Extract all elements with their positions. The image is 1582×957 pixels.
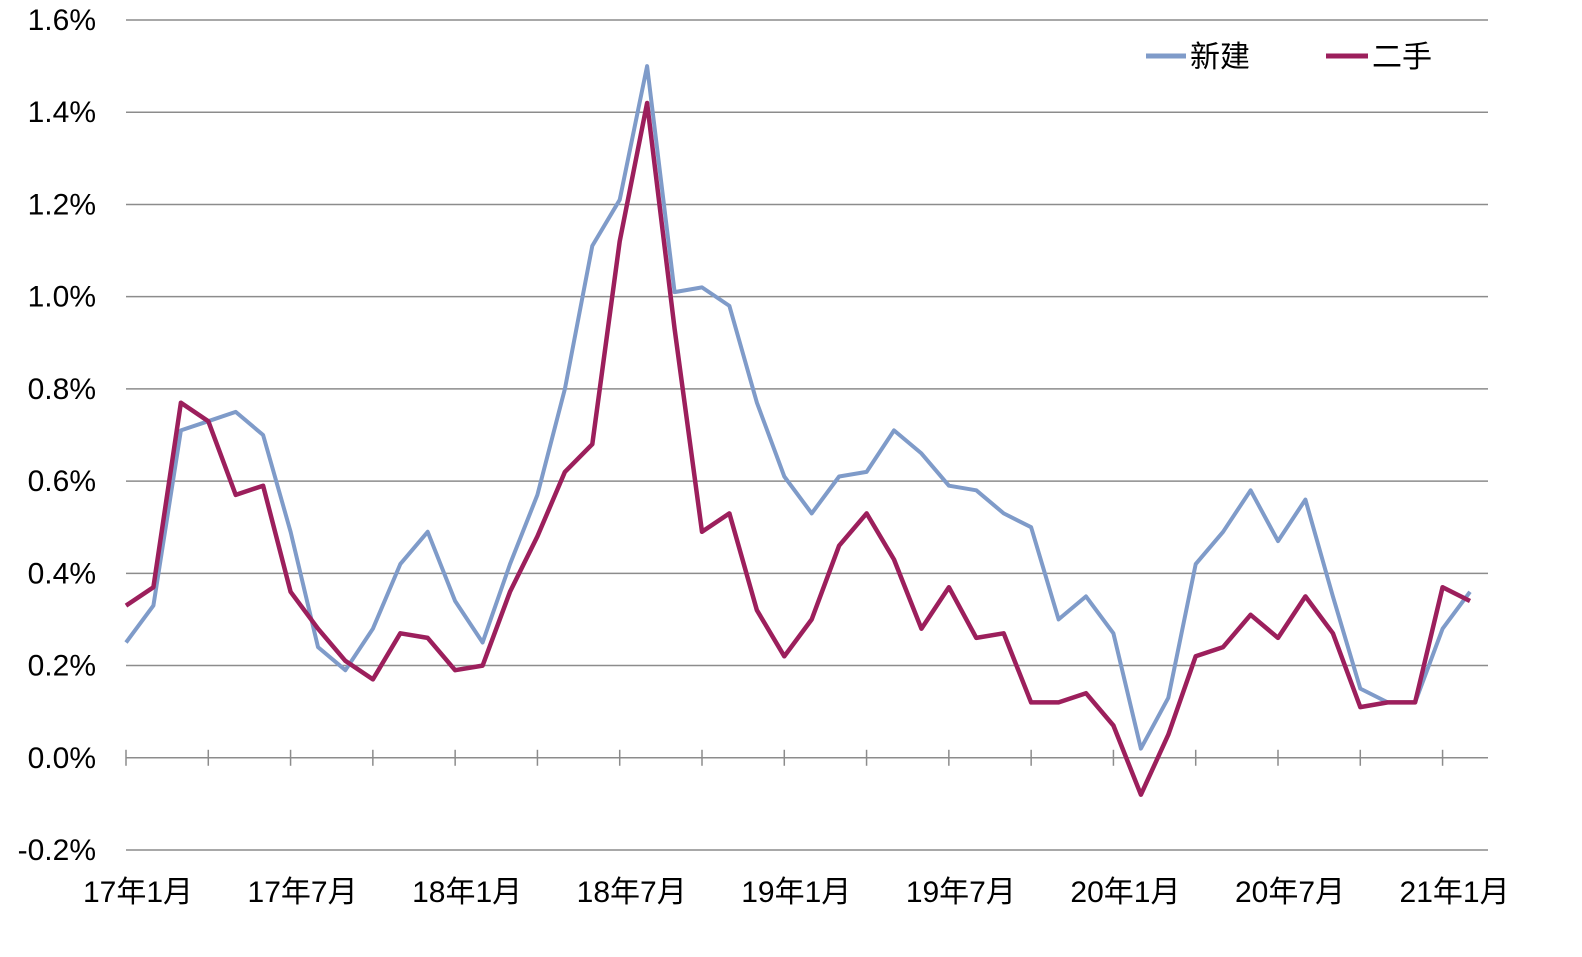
y-tick-label: 0.6% <box>28 465 96 498</box>
y-tick-label: 0.2% <box>28 650 96 683</box>
x-tick-label: 21年1月 <box>1400 876 1510 909</box>
series-line-ershou <box>124 100 1472 797</box>
legend: 新建 二手 <box>1146 40 1432 75</box>
x-tick-label: 18年1月 <box>412 876 522 909</box>
y-tick-label: 0.8% <box>28 373 96 406</box>
legend-label-xinjian: 新建 <box>1190 40 1250 75</box>
y-tick-label: 1.2% <box>28 188 96 221</box>
x-tick-label: 18年7月 <box>577 876 687 909</box>
x-tick-label: 20年7月 <box>1235 876 1345 909</box>
series-line-xinjian <box>124 64 1472 751</box>
x-tick-label: 20年1月 <box>1070 876 1180 909</box>
y-axis: 1.6% 1.4% 1.2% 1.0% 0.8% 0.6% 0.4% 0.2% 0.0% -0.2… <box>18 4 96 867</box>
y-tick-label: 0.0% <box>28 742 96 775</box>
y-tick-label: -0.2% <box>18 834 96 867</box>
x-tick-label: 19年7月 <box>906 876 1016 909</box>
x-tick-label: 17年7月 <box>248 876 358 909</box>
gridlines <box>126 19 1488 851</box>
y-tick-label: 1.4% <box>28 96 96 129</box>
series-lines <box>124 64 1472 797</box>
y-tick-label: 0.4% <box>28 557 96 590</box>
x-tick-label: 19年1月 <box>741 876 851 909</box>
x-axis: 17年1月 17年7月 18年1月 18年7月 19年1月 19年7月 20年1月 20年7月… <box>83 749 1510 909</box>
y-tick-label: 1.6% <box>28 4 96 37</box>
legend-label-ershou: 二手 <box>1372 40 1432 75</box>
y-tick-label: 1.0% <box>28 281 96 314</box>
x-tick-label: 17年1月 <box>83 876 193 909</box>
